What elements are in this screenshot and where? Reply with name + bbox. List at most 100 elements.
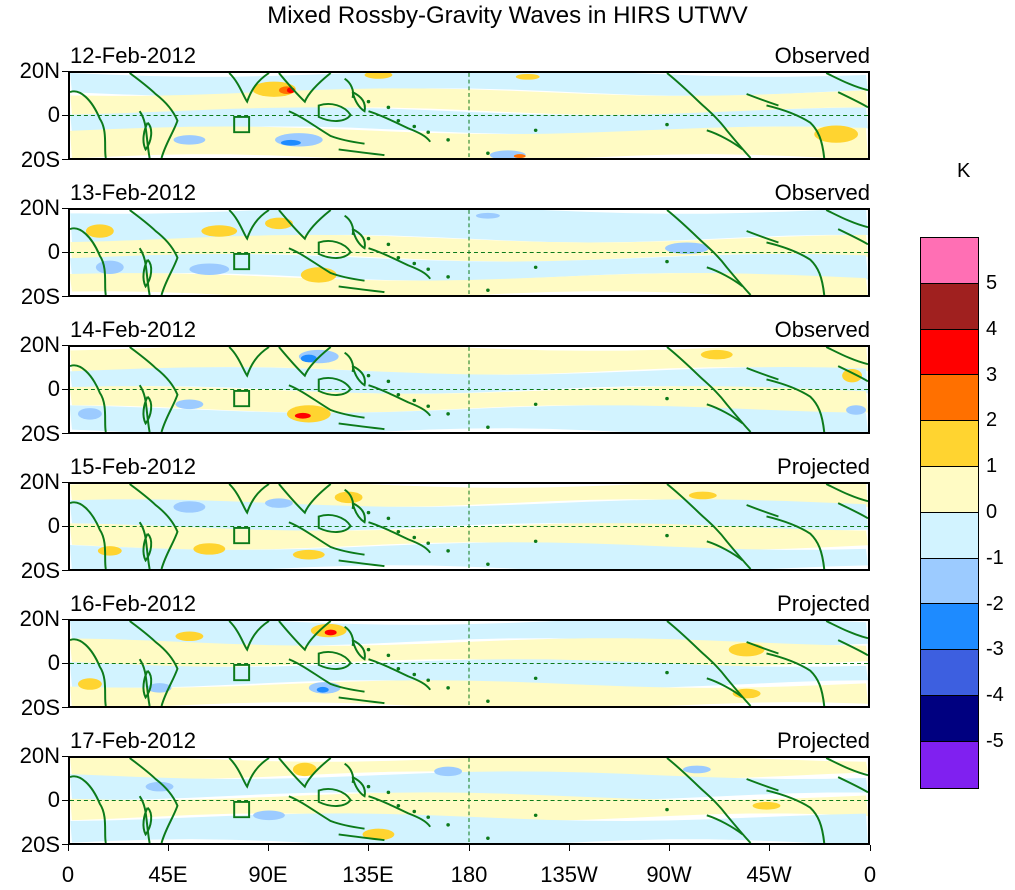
coastline: [288, 521, 365, 556]
coastline: [746, 367, 779, 381]
anomaly-contour: [846, 405, 867, 415]
anomaly-contour: [434, 766, 463, 777]
coastline: [233, 526, 251, 545]
anomaly-contour: [253, 810, 285, 821]
coastline: [70, 227, 107, 295]
coastline: [368, 795, 432, 828]
anomaly-contour: [77, 678, 102, 690]
island: [446, 412, 450, 416]
coastline: [129, 758, 179, 843]
panel-date: 12-Feb-2012: [70, 43, 198, 68]
colorbar-label: 0: [986, 501, 998, 523]
lon-label: 90W: [646, 862, 692, 887]
anomaly-band: [70, 680, 868, 706]
coastline: [344, 351, 355, 373]
coastline: [233, 115, 251, 134]
lon-tick: [469, 845, 470, 851]
anomaly-contour: [147, 683, 172, 693]
anomaly-contour: [814, 125, 859, 143]
coastline: [766, 515, 826, 569]
lat-label: 0: [47, 650, 60, 675]
coastline: [228, 758, 270, 789]
coastline: [837, 228, 868, 246]
island: [446, 275, 450, 279]
coastline: [344, 625, 355, 647]
anomaly-contour: [280, 139, 301, 146]
coastline: [278, 210, 332, 241]
map-panel: 17-Feb-2012 Projected: [68, 729, 870, 845]
coastline: [368, 658, 432, 691]
coastline: [317, 514, 352, 533]
lat-tick: [62, 433, 68, 434]
island: [396, 530, 401, 534]
anomaly-band: [70, 638, 868, 667]
anomaly-contour: [286, 405, 331, 423]
coastline: [746, 230, 779, 244]
coastline: [233, 389, 251, 408]
anomaly-contour: [95, 260, 124, 274]
lat-label: 20N: [19, 743, 60, 768]
island: [665, 807, 669, 812]
coastline: [344, 488, 355, 510]
panel-date: 17-Feb-2012: [70, 728, 198, 753]
anomaly-band: [70, 499, 868, 531]
lat-label: 20N: [19, 195, 60, 220]
island: [412, 261, 417, 266]
lat-label: 20S: [20, 421, 60, 446]
lat-label: 20S: [20, 832, 60, 857]
coastline: [746, 504, 779, 518]
coastline: [825, 484, 868, 503]
coastline: [344, 77, 355, 99]
lat-label: 20S: [20, 147, 60, 172]
coastline: [666, 484, 752, 569]
anomaly-contour: [193, 543, 226, 555]
coastline: [138, 521, 151, 569]
island: [386, 242, 391, 247]
island: [486, 562, 490, 566]
island: [533, 265, 538, 270]
panel-label: Projected: [775, 591, 870, 616]
coastline: [338, 559, 385, 568]
coastline: [228, 484, 270, 515]
lat-label: 20N: [19, 332, 60, 357]
coastline: [317, 240, 352, 259]
colorbar-swatch: [921, 421, 978, 467]
anomaly-contour: [175, 631, 204, 642]
coastline: [70, 501, 107, 569]
anomaly-field: [70, 758, 868, 843]
lat-tick: [62, 526, 68, 527]
lat-tick: [62, 296, 68, 297]
anomaly-contour: [175, 399, 204, 410]
coastline: [706, 677, 744, 699]
colorbar-swatch: [921, 329, 978, 376]
coastline: [351, 502, 366, 524]
coastline: [129, 621, 179, 706]
anomaly-contour: [265, 498, 293, 508]
anomaly-contour: [274, 133, 323, 147]
anomaly-band: [70, 367, 868, 394]
anomaly-band: [70, 659, 868, 688]
lat-tick: [62, 159, 68, 160]
colorbar: [920, 237, 979, 789]
coastline: [142, 806, 153, 837]
colorbar-label: -1: [986, 546, 1004, 569]
coastline: [837, 365, 868, 383]
island: [396, 256, 401, 260]
island: [412, 672, 417, 677]
coastline: [825, 621, 868, 640]
map-panel: 16-Feb-2012 Projected: [68, 592, 870, 708]
anomaly-field: [70, 210, 868, 295]
anomaly-contour: [364, 73, 393, 79]
map-panel: 12-Feb-2012 Observed: [68, 44, 870, 160]
coastline: [351, 91, 366, 113]
coastline: [142, 532, 153, 563]
island: [533, 676, 538, 681]
coastline: [138, 110, 151, 158]
coastline: [228, 210, 270, 241]
anomaly-contour: [189, 263, 230, 275]
lon-tick: [168, 845, 169, 851]
coastline: [351, 776, 366, 798]
anomaly-band: [70, 542, 868, 569]
coastline: [138, 384, 151, 432]
colorbar-label: 3: [986, 363, 998, 386]
